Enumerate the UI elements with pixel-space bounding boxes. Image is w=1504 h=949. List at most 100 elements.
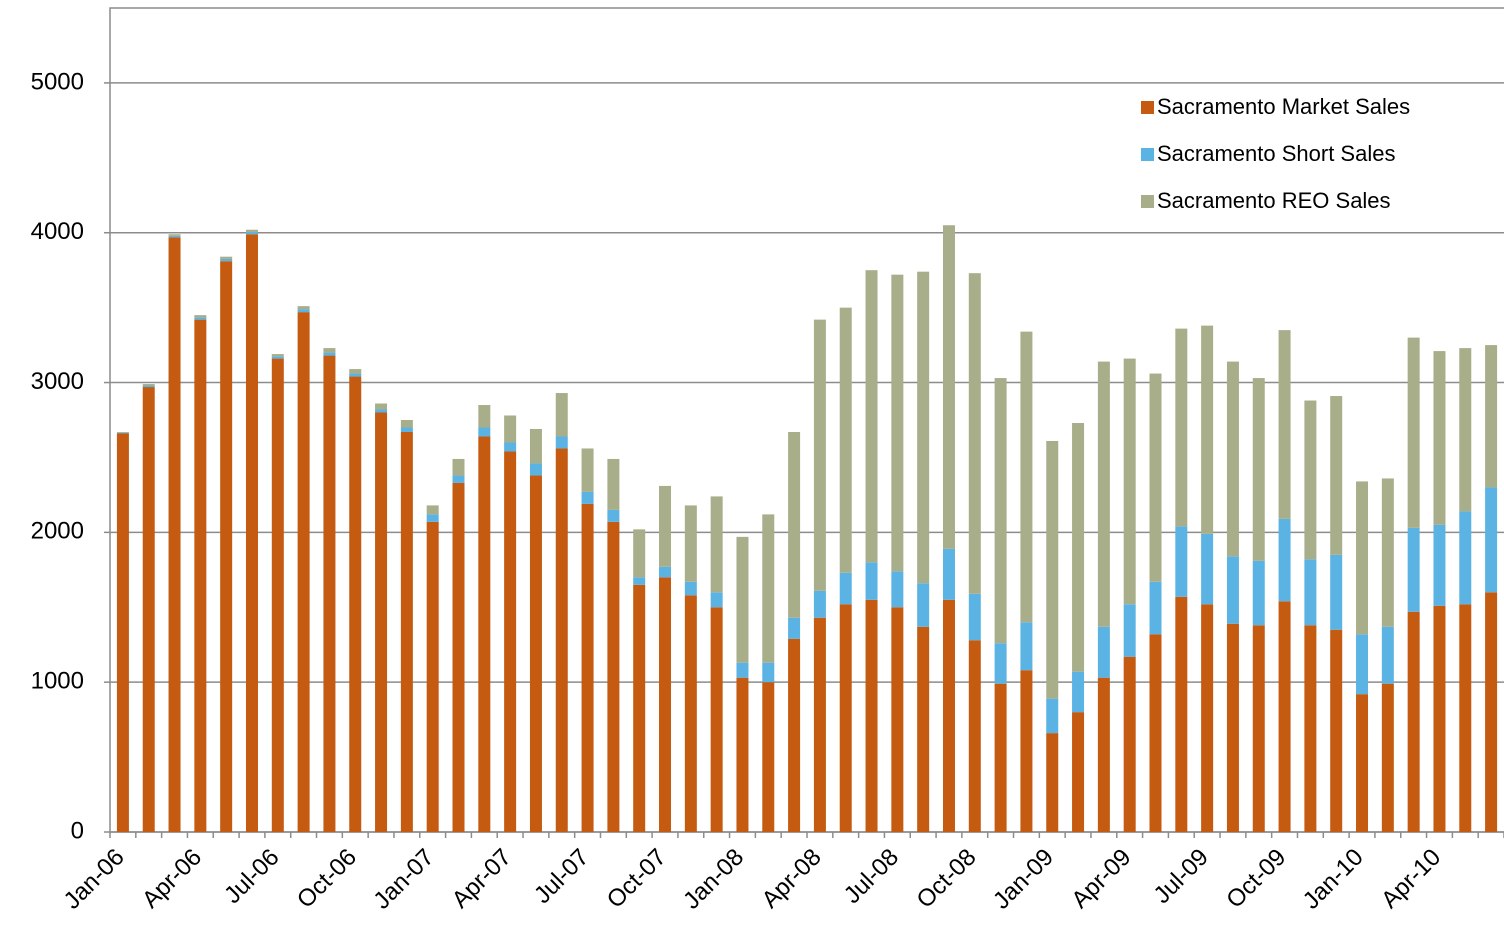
bar-segment <box>1356 634 1369 695</box>
bar-segment <box>1123 604 1136 657</box>
y-tick-label: 2000 <box>31 518 84 545</box>
x-tick-label: Apr-07 <box>447 844 517 914</box>
bar-segment <box>917 626 930 832</box>
bar-segment <box>1201 604 1214 832</box>
bar-segment <box>865 270 878 563</box>
bar-segment <box>839 604 852 832</box>
bar-segment <box>917 583 930 627</box>
bar-segment <box>762 682 775 832</box>
plot-border <box>109 7 1504 833</box>
x-tick-label: Jul-07 <box>529 844 594 909</box>
bar-segment <box>529 475 542 832</box>
bar-segment <box>529 463 542 476</box>
bar-segment <box>1072 422 1085 672</box>
bar-segment <box>633 577 646 585</box>
bar-segment <box>1433 351 1446 525</box>
bar-segment <box>942 225 955 549</box>
bar-segment <box>1072 671 1085 713</box>
bar-segment <box>142 384 155 386</box>
bar-segment <box>710 607 723 832</box>
bar-segment <box>323 355 336 832</box>
bar-segment <box>116 433 129 832</box>
bar-segment <box>478 405 491 428</box>
bar-segment <box>891 274 904 572</box>
x-tick-label: Jan-07 <box>368 844 439 915</box>
bar-segment <box>1356 694 1369 832</box>
bar-segment <box>323 348 336 353</box>
bar-segment <box>1252 378 1265 561</box>
bar-segment <box>1175 596 1188 832</box>
bar-segment <box>1097 361 1110 627</box>
bar-segment <box>736 536 749 663</box>
bar-segment <box>504 415 517 443</box>
bar-segment <box>1020 670 1033 832</box>
bar-segment <box>220 258 233 262</box>
bar-segment <box>1459 348 1472 512</box>
bar-segment <box>994 643 1007 684</box>
bar-segment <box>194 317 207 320</box>
bar-segment <box>349 373 362 377</box>
bar-segment <box>762 662 775 683</box>
bar-segment <box>1046 733 1059 832</box>
legend-label: Sacramento Short Sales <box>1157 141 1395 166</box>
bar-segment <box>865 599 878 832</box>
bar-segment <box>659 485 672 567</box>
x-tick-label: Oct-08 <box>911 844 981 914</box>
x-tick-label: Oct-09 <box>1221 844 1291 914</box>
bar-segment <box>994 378 1007 644</box>
bar-segment <box>1278 330 1291 519</box>
bar-segment <box>1149 581 1162 635</box>
bar-segment <box>1175 526 1188 597</box>
bar-segment <box>116 431 129 433</box>
bar-segment <box>1485 345 1498 488</box>
bar-segment <box>1046 698 1059 734</box>
bar-segment <box>297 306 310 310</box>
x-tick-label: Apr-09 <box>1066 844 1136 914</box>
bar-segment <box>1072 712 1085 832</box>
bar-segment <box>194 315 207 318</box>
bar-segment <box>1485 592 1498 832</box>
bar-segment <box>968 593 981 641</box>
bar-segment <box>581 503 594 832</box>
bar-segment <box>1381 683 1394 832</box>
bar-segment <box>142 387 155 832</box>
bar-segment <box>1304 559 1317 626</box>
bar-segment <box>478 427 491 437</box>
bar-segment <box>581 491 594 504</box>
bar-segment <box>375 409 388 413</box>
bar-segment <box>1433 524 1446 606</box>
bar-segment <box>1381 626 1394 684</box>
bar-segment <box>788 638 801 832</box>
bar-segment <box>736 662 749 678</box>
bar-segment <box>710 592 723 608</box>
bar-segment <box>1330 629 1343 832</box>
bar-segment <box>1020 622 1033 671</box>
bar-segment <box>1356 481 1369 635</box>
bar-segment <box>1459 511 1472 605</box>
x-tick-label: Apr-10 <box>1376 844 1446 914</box>
bar-segment <box>607 458 620 510</box>
x-tick-label: Oct-06 <box>292 844 362 914</box>
bar-segment <box>684 505 697 582</box>
bar-segment <box>271 354 284 357</box>
bar-segment <box>426 514 439 522</box>
legend-label: Sacramento Market Sales <box>1157 94 1410 119</box>
bar-segment <box>1226 556 1239 624</box>
bar-segment <box>400 420 413 428</box>
bar-segment <box>1485 487 1498 593</box>
bar-segment <box>633 584 646 832</box>
bar-segment <box>581 448 594 492</box>
bar-segment <box>1381 478 1394 627</box>
bar-segment <box>684 595 697 832</box>
bar-segment <box>942 599 955 832</box>
bar-segment <box>968 640 981 832</box>
bar-segment <box>297 312 310 832</box>
legend-swatch <box>1141 101 1154 114</box>
bar-segment <box>220 261 233 832</box>
legend-swatch <box>1141 195 1154 208</box>
bar-segment <box>659 577 672 832</box>
bar-segment <box>839 572 852 605</box>
y-tick-label: 3000 <box>31 368 84 395</box>
bar-segment <box>1407 527 1420 612</box>
bar-segment <box>426 521 439 832</box>
